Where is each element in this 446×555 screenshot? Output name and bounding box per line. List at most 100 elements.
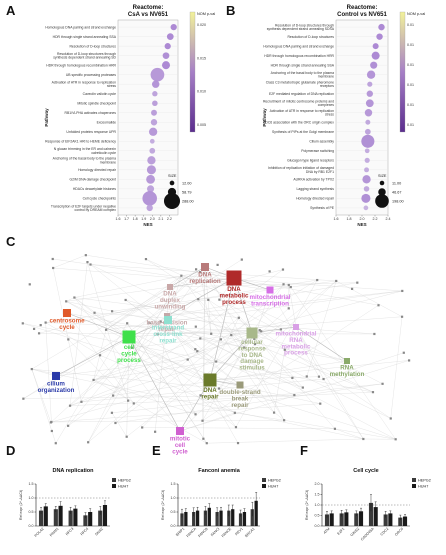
network-node	[29, 283, 31, 285]
network-node	[234, 412, 236, 414]
network-node	[126, 436, 128, 438]
panel-a-category-label: N glucan trimming in the ER and calnexin…	[54, 147, 116, 155]
panel-b-title: Control vs NV651	[337, 12, 387, 18]
panel-a-point	[147, 205, 153, 211]
network-edge	[70, 262, 87, 406]
panel-a-point	[165, 43, 171, 49]
network-edge	[53, 255, 86, 268]
panel-b-colorbar-tick: 0.01	[407, 103, 414, 107]
panel-a-xtick-label: 1.7	[124, 217, 129, 221]
panel-b-point	[378, 24, 384, 30]
network-node	[67, 338, 69, 340]
network-edge	[66, 301, 219, 388]
network-node	[269, 270, 271, 272]
network-node	[202, 438, 204, 440]
panel-b-category-label: Inhibition of replication initiation of …	[268, 166, 334, 174]
panel-d-legend-swatch	[112, 484, 116, 488]
network-node	[127, 400, 129, 402]
panel-b-category-label: Glucagon type ligand receptors	[287, 159, 334, 163]
panel-a-category-label: Transcription of E2F targets under negat…	[51, 204, 116, 212]
network-node	[195, 268, 197, 270]
network-node	[403, 352, 405, 354]
panel-b-xtick-label: 2.2	[373, 217, 378, 221]
panel-a-ylabel: Pathway	[44, 108, 49, 127]
network-node	[302, 386, 304, 388]
panel-a-point	[152, 80, 159, 87]
panel-b-point	[365, 120, 370, 125]
network-cluster-node	[204, 374, 217, 387]
network-node	[220, 338, 222, 340]
panel-f-ylabel: Rel expr (2^-ΔΔCt)	[305, 490, 309, 520]
panel-d-ytick-label: 0.0	[29, 524, 34, 528]
network-edge	[56, 323, 127, 443]
network-edge	[132, 348, 240, 385]
panel-f-category-label: ATM	[323, 527, 331, 535]
panel-f-legend-label: HEPG2	[418, 479, 431, 483]
panel-label-b: B	[226, 3, 235, 18]
network-node	[356, 282, 358, 284]
network-edge	[51, 420, 284, 422]
panel-b-category-label: CDC6 association with the ORC origin com…	[263, 120, 334, 124]
network-cluster-node	[123, 331, 136, 344]
network-edge	[207, 439, 364, 443]
panel-a-xtick-label: 1.8	[133, 217, 138, 221]
panel-b-colorbar	[400, 12, 405, 132]
panel-b-category-label: Polymerase switching	[301, 149, 334, 153]
panel-a-point	[163, 52, 170, 59]
panel-b-xtick-label: 2.4	[386, 217, 391, 221]
panel-b-colorbar-tick: 0.01	[407, 43, 414, 47]
network-edge	[235, 413, 284, 420]
network-edge	[88, 323, 149, 442]
panel-a-category-label: Mitotic spindle checkpoint	[77, 101, 116, 105]
network-node	[235, 426, 237, 428]
network-node	[237, 442, 239, 444]
network-node	[67, 425, 69, 427]
network-node	[194, 413, 196, 415]
panel-b-category-label: Recruitment of mitotic centrosome protei…	[263, 100, 334, 108]
network-edge	[94, 380, 207, 443]
panel-b-point	[373, 43, 379, 49]
panel-b-point	[367, 91, 373, 97]
panel-a-point	[151, 68, 165, 82]
panel-b-point	[376, 33, 382, 39]
panel-d-ytick-label: 1.5	[29, 482, 34, 486]
network-node	[351, 288, 353, 290]
panel-a-xtick-label: 2.2	[167, 217, 172, 221]
network-node	[22, 322, 24, 324]
network-cluster-node	[52, 372, 60, 380]
network-node	[196, 350, 198, 352]
panel-f-legend-swatch	[412, 484, 416, 488]
network-node	[290, 286, 292, 288]
panel-b-size-legend-dot	[380, 181, 385, 186]
network-edge	[32, 369, 51, 422]
panel-a-category-label: HDR through single strand annealing SSA	[53, 35, 117, 39]
panel-b-category-label: HDR through single strand annealing SSA	[271, 63, 335, 67]
panel-b-point	[367, 71, 375, 79]
panel-label-a: A	[6, 3, 16, 18]
network-node	[195, 326, 197, 328]
network-cluster-node	[344, 358, 350, 364]
panel-e-legend-swatch	[262, 484, 266, 488]
panel-a-colorbar-tick: 0.020	[197, 23, 206, 27]
panel-a-colorbar-tick: 0.005	[197, 123, 206, 127]
network-node	[194, 348, 196, 350]
panel-d-ytick-label: 1.0	[29, 496, 34, 500]
panel-a-point	[152, 100, 158, 106]
network-node	[291, 377, 293, 379]
network-cluster-node	[176, 427, 184, 435]
panel-a-point	[150, 139, 155, 144]
network-node	[111, 412, 113, 414]
panel-a-point	[147, 165, 156, 174]
panel-a-category-label: Response of EIF2AK1 HRI to HEME deficien…	[45, 139, 116, 143]
panel-b-point	[372, 52, 380, 60]
panel-b-category-label: Homology directed repair	[296, 197, 335, 201]
